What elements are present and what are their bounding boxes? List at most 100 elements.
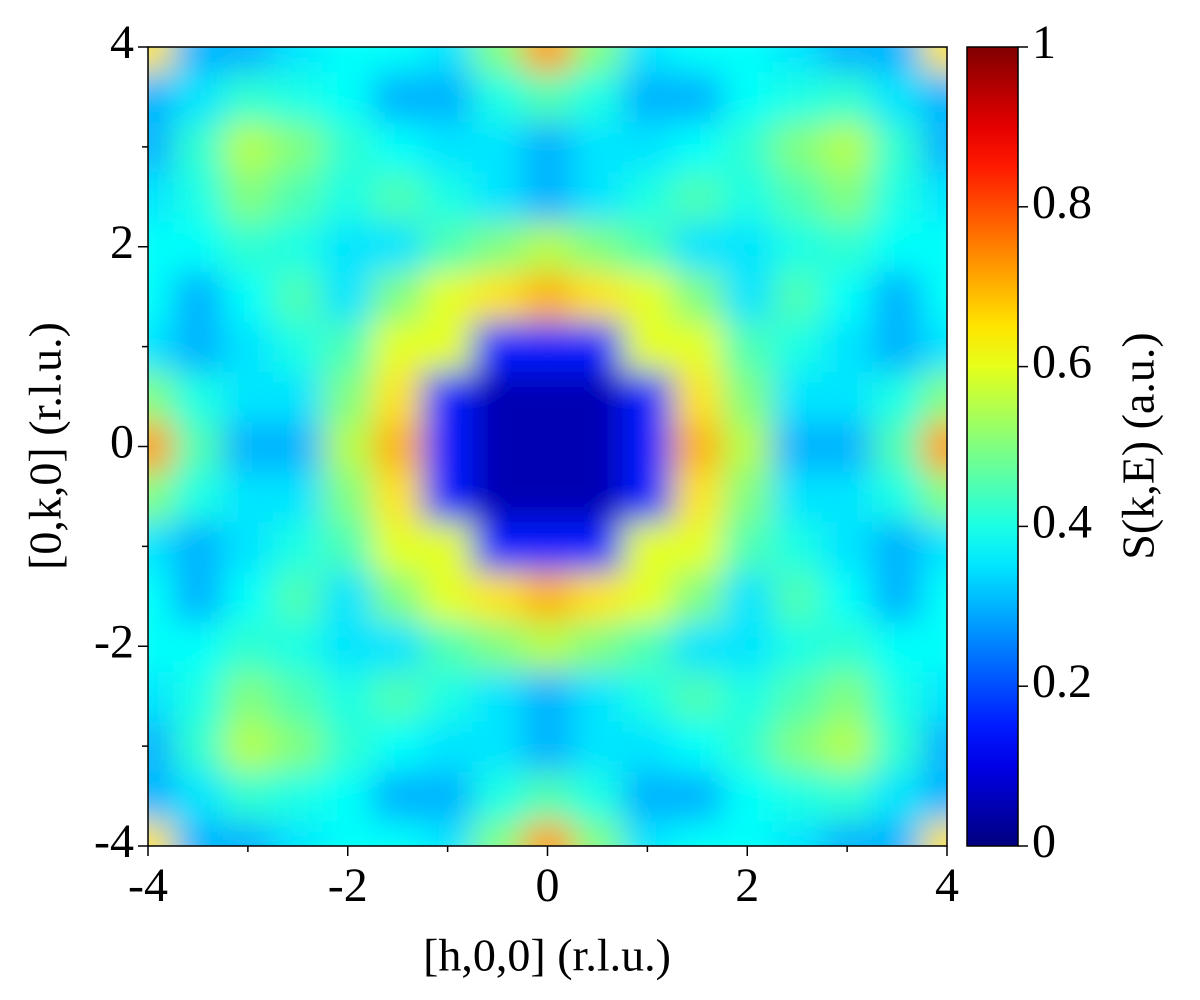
heat-cell <box>872 671 923 722</box>
heat-cell <box>472 671 524 722</box>
heat-cell <box>672 47 723 73</box>
heat-cell <box>622 71 673 123</box>
heat-cell <box>422 621 474 672</box>
heat-cell <box>822 271 873 323</box>
heat-cell <box>148 71 174 123</box>
heatmap <box>148 47 947 846</box>
heat-cell <box>322 471 374 522</box>
heat-cell <box>872 47 923 73</box>
heat-cell <box>922 571 947 622</box>
heat-cell <box>872 471 923 522</box>
heat-cell <box>322 671 374 722</box>
heat-cell <box>522 821 573 846</box>
heat-cell <box>172 721 224 772</box>
heat-cell <box>522 671 573 722</box>
heat-cell <box>572 321 623 373</box>
heat-cell <box>372 471 424 522</box>
heat-cell <box>322 171 374 223</box>
heat-cell <box>722 571 773 622</box>
heat-cell <box>322 47 374 73</box>
heat-cell <box>222 771 274 822</box>
heat-cell <box>622 671 673 722</box>
heat-cell <box>522 71 573 123</box>
heat-cell <box>522 571 573 622</box>
heat-cell <box>572 421 623 472</box>
heat-cell <box>272 121 324 173</box>
heat-cell <box>572 71 623 123</box>
heat-cell <box>322 121 374 173</box>
heat-cell <box>672 471 723 522</box>
heat-cell <box>272 271 324 323</box>
heat-cell <box>622 121 673 173</box>
heat-cell <box>272 47 324 73</box>
x-tick-label: 2 <box>735 859 759 912</box>
heat-cell <box>672 271 723 323</box>
heat-cell <box>722 47 773 73</box>
heat-cell <box>772 421 823 472</box>
heat-cell <box>872 621 923 672</box>
heat-cell <box>622 321 673 373</box>
heat-cell <box>472 471 524 522</box>
heat-cell <box>672 421 723 472</box>
heat-cell <box>148 371 174 423</box>
heat-cell <box>372 721 424 772</box>
heat-cell <box>772 371 823 423</box>
heat-cell <box>872 271 923 323</box>
heat-cell <box>772 271 823 323</box>
heat-cell <box>372 271 424 323</box>
heat-cell <box>522 471 573 522</box>
colorbar-tick-label: 0 <box>1032 815 1056 868</box>
heat-cell <box>622 821 673 846</box>
y-tick-label: -4 <box>94 815 134 868</box>
heat-cell <box>422 221 474 273</box>
heat-cell <box>422 421 474 472</box>
heat-cell <box>172 221 224 273</box>
heat-cell <box>922 671 947 722</box>
colorbar-tick-label: 0.6 <box>1032 336 1092 389</box>
heat-cell <box>172 421 224 472</box>
heat-cell <box>222 121 274 173</box>
heat-cell <box>222 271 274 323</box>
heat-cell <box>472 47 524 73</box>
heat-cell <box>522 771 573 822</box>
heat-cell <box>322 571 374 622</box>
heat-cell <box>922 71 947 123</box>
heat-cell <box>222 47 274 73</box>
heat-cell <box>772 621 823 672</box>
heat-cell <box>372 71 424 123</box>
heat-cell <box>422 71 474 123</box>
heat-cell <box>522 421 573 472</box>
heat-cell <box>322 621 374 672</box>
heat-cell <box>372 421 424 472</box>
heat-cell <box>722 371 773 423</box>
heat-cell <box>722 421 773 472</box>
heat-cell <box>572 571 623 622</box>
heat-cell <box>572 121 623 173</box>
heat-cell <box>722 321 773 373</box>
heat-cell <box>772 521 823 572</box>
heat-cell <box>222 721 274 772</box>
heat-cell <box>522 521 573 572</box>
heat-cell <box>572 221 623 273</box>
heat-cell <box>522 371 573 423</box>
heat-cell <box>472 221 524 273</box>
heat-cell <box>172 671 224 722</box>
heat-cell <box>372 571 424 622</box>
heat-cell <box>172 771 224 822</box>
heat-cell <box>172 271 224 323</box>
heat-cell <box>422 321 474 373</box>
heat-cell <box>322 221 374 273</box>
heat-cell <box>172 71 224 123</box>
heat-cell <box>172 571 224 622</box>
heat-cell <box>922 321 947 373</box>
heat-cell <box>422 571 474 622</box>
heat-cell <box>372 621 424 672</box>
heat-cell <box>922 47 947 73</box>
heat-cell <box>522 271 573 323</box>
heat-cell <box>572 721 623 772</box>
heat-cell <box>472 371 524 423</box>
heat-cell <box>148 47 174 73</box>
heat-cell <box>322 821 374 846</box>
heat-cell <box>148 421 174 472</box>
